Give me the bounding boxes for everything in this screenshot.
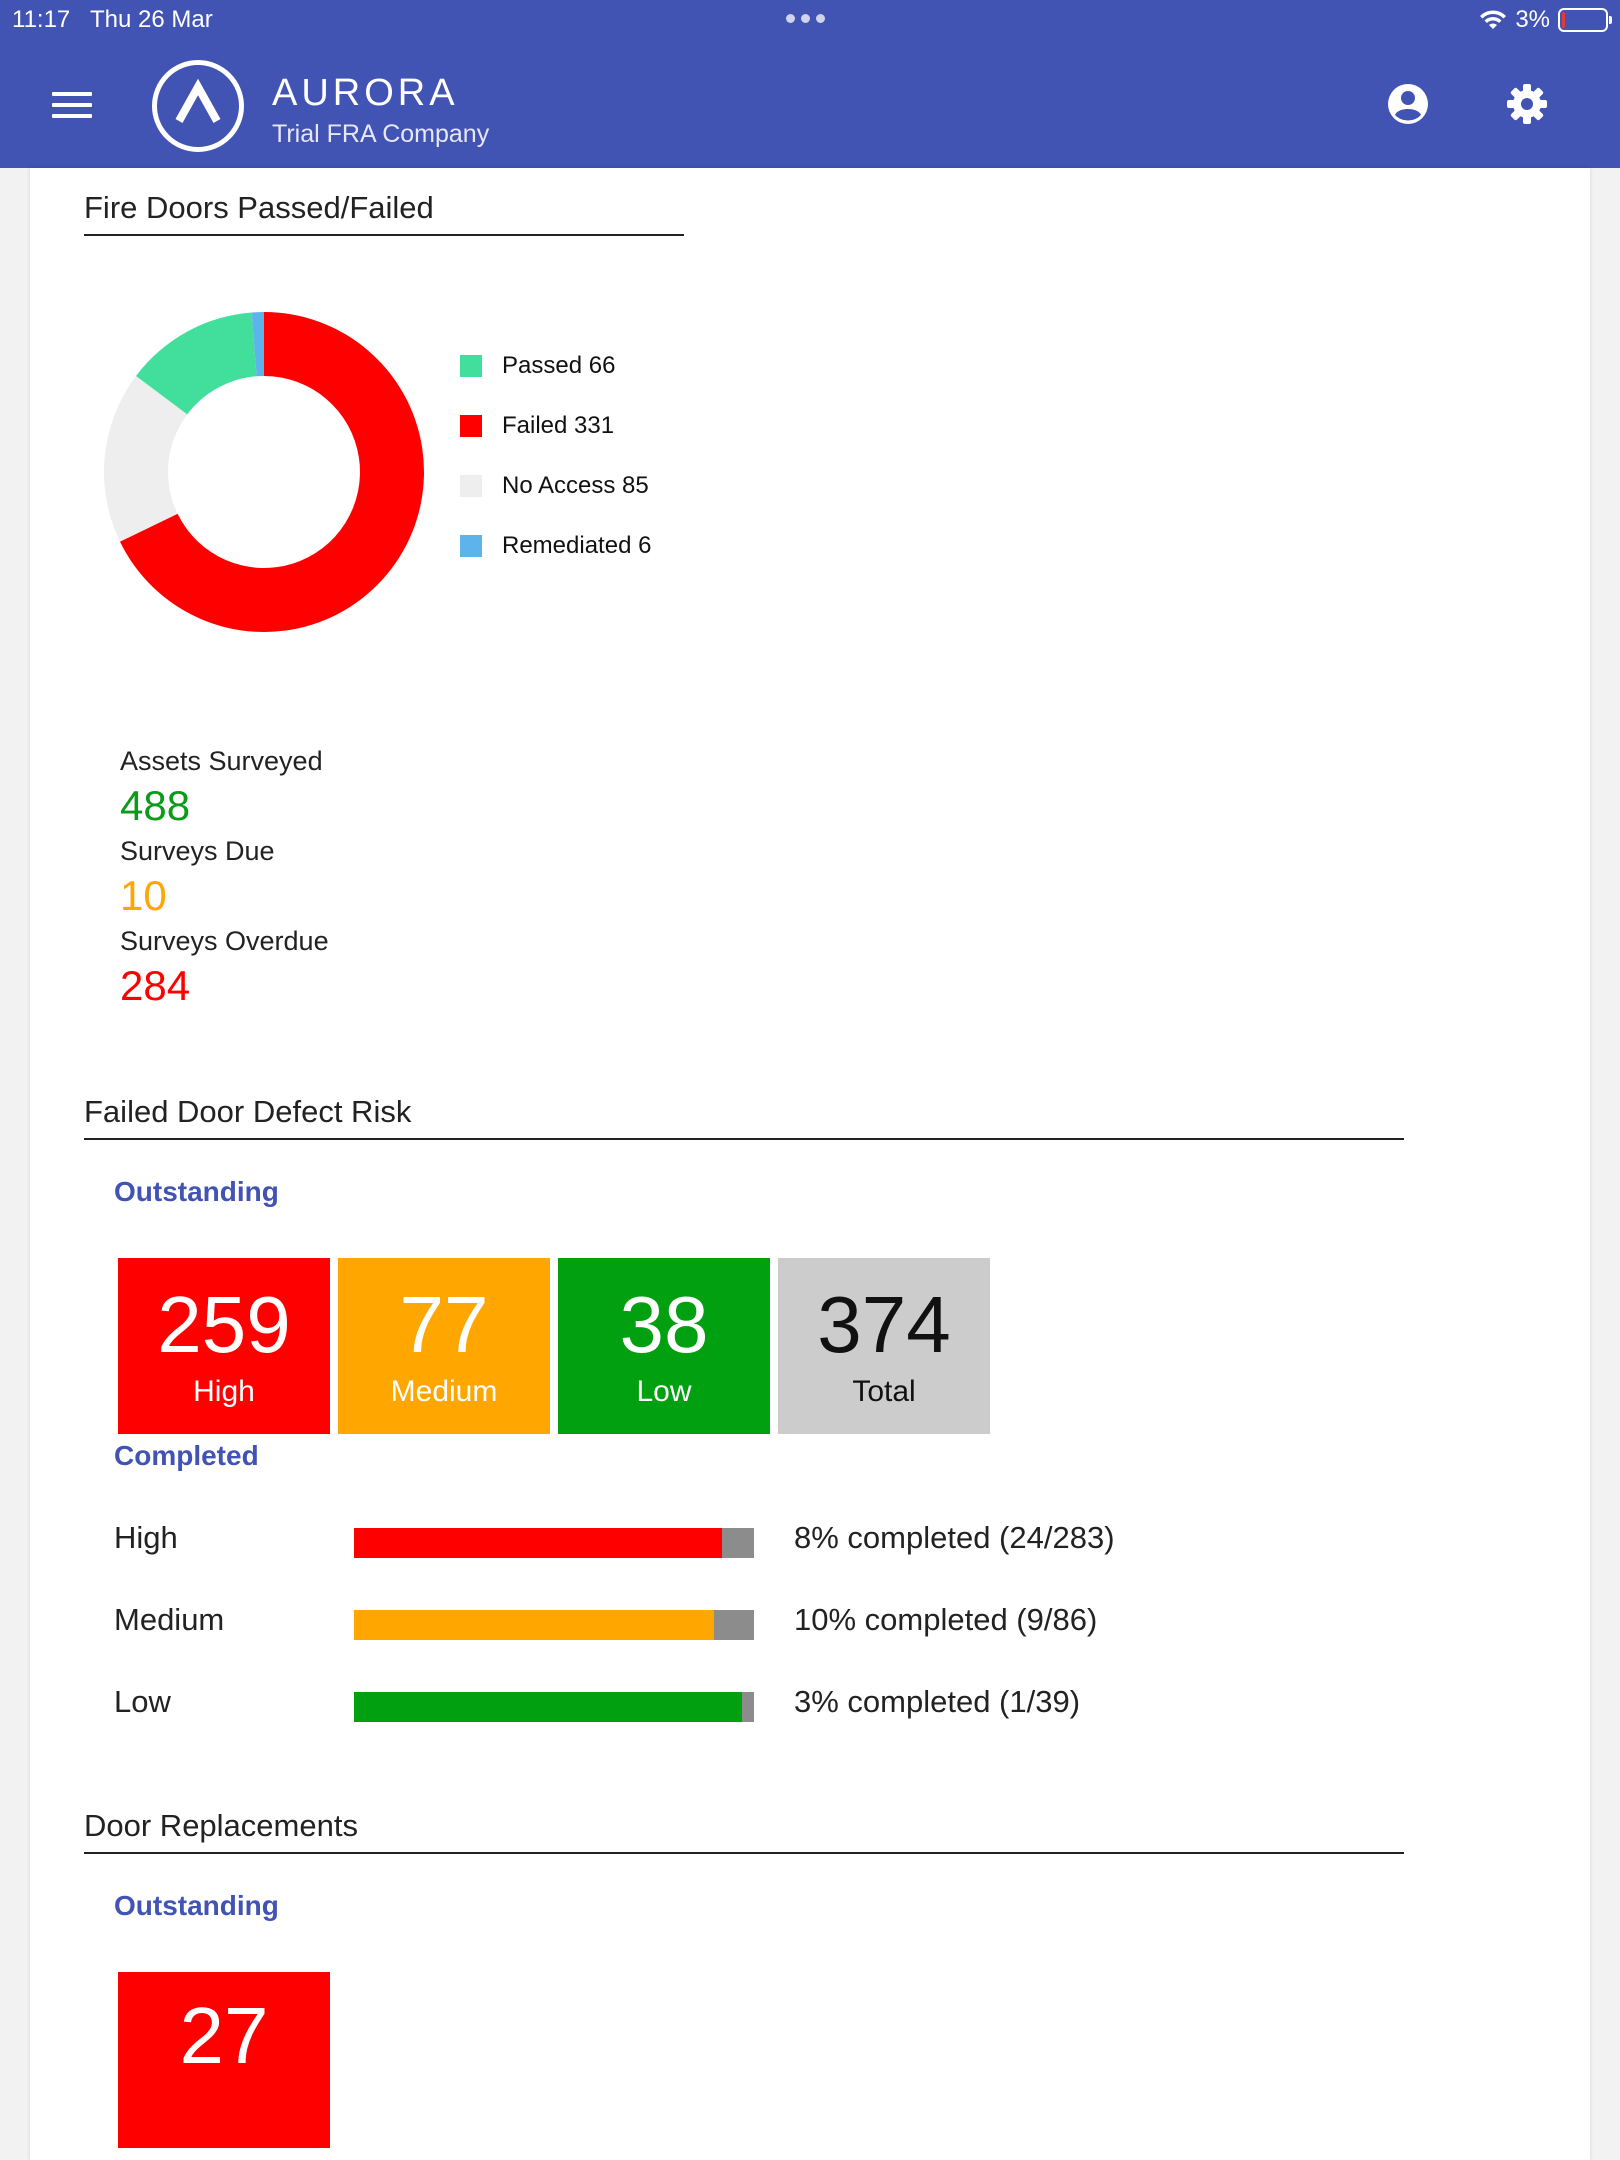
legend-item-remediated[interactable]: Remediated 6	[460, 516, 651, 576]
legend-swatch	[460, 535, 482, 557]
replacements-tile[interactable]: 27	[118, 1972, 330, 2148]
stat-label-assets-surveyed: Assets Surveyed	[120, 746, 323, 776]
donut-slice-no-access[interactable]	[103, 375, 188, 542]
progress-bar-fill	[354, 1692, 742, 1722]
donut-slice-failed[interactable]	[119, 312, 425, 632]
replacements-outstanding-heading: Outstanding	[114, 1890, 279, 1921]
outstanding-heading: Outstanding	[114, 1176, 279, 1207]
risk-tile-low[interactable]: 38 Low	[558, 1258, 770, 1434]
stat-label-surveys-overdue: Surveys Overdue	[120, 926, 329, 956]
stat-value-assets-surveyed: 488	[120, 782, 191, 829]
progress-bar	[354, 1692, 754, 1722]
company-name: Trial FRA Company	[272, 120, 490, 148]
progress-bar-remainder	[742, 1692, 754, 1722]
tile-number: 77	[399, 1280, 489, 1369]
legend-label: No Access 85	[502, 472, 649, 499]
dashboard-card	[30, 168, 1590, 2160]
tile-number: 374	[817, 1280, 951, 1369]
door-replacements-title: Door Replacements	[84, 1808, 1404, 1854]
progress-bar-fill	[354, 1610, 714, 1640]
defect-risk-title: Failed Door Defect Risk	[84, 1094, 1404, 1140]
multitasking-dots-icon[interactable]	[786, 14, 825, 23]
menu-icon[interactable]	[52, 92, 92, 118]
progress-bar-remainder	[722, 1528, 754, 1558]
gear-icon[interactable]	[1503, 80, 1551, 128]
legend-item-no-access[interactable]: No Access 85	[460, 456, 651, 516]
account-circle-icon[interactable]	[1384, 80, 1432, 128]
battery-percent: 3%	[1515, 6, 1550, 33]
row-label: Low	[114, 1684, 171, 1719]
tile-number: 259	[157, 1280, 291, 1369]
survey-stats: Assets Surveyed 488 Surveys Due 10 Surve…	[120, 740, 329, 1010]
legend-swatch	[460, 475, 482, 497]
legend-swatch	[460, 355, 482, 377]
risk-tile-total[interactable]: 374 Total	[778, 1258, 990, 1434]
status-time: 11:17	[12, 6, 71, 33]
row-completion-text: 10% completed (9/86)	[794, 1602, 1098, 1637]
progress-bar-remainder	[714, 1610, 754, 1640]
donut-slice-passed[interactable]	[136, 312, 257, 415]
brand-title: AURORA	[272, 72, 459, 114]
stat-value-surveys-overdue: 284	[120, 962, 191, 1009]
progress-bar	[354, 1528, 754, 1558]
completed-heading: Completed	[114, 1440, 259, 1471]
row-completion-text: 8% completed (24/283)	[794, 1520, 1115, 1555]
aurora-logo-icon	[152, 60, 244, 152]
row-label: Medium	[114, 1602, 225, 1637]
legend-swatch	[460, 415, 482, 437]
donut-slice-remediated[interactable]	[251, 312, 264, 377]
tile-label: Total	[852, 1375, 916, 1408]
tile-label: High	[193, 1375, 255, 1408]
tile-number: 27	[179, 1991, 269, 2080]
app-bar: 11:17 Thu 26 Mar 3% AURORA Trial FRA Com…	[0, 0, 1620, 168]
wifi-icon	[1480, 10, 1507, 29]
completion-row-high: High 8% completed (24/283)	[114, 1510, 1314, 1570]
risk-tile-medium[interactable]: 77 Medium	[338, 1258, 550, 1434]
tile-number: 38	[619, 1280, 709, 1369]
legend-item-passed[interactable]: Passed 66	[460, 336, 651, 396]
fire-doors-title: Fire Doors Passed/Failed	[84, 190, 684, 236]
row-label: High	[114, 1520, 178, 1555]
tile-label: Low	[636, 1375, 692, 1408]
fire-doors-legend: Passed 66 Failed 331 No Access 85 Remedi…	[460, 336, 651, 576]
risk-tile-high[interactable]: 259 High	[118, 1258, 330, 1434]
legend-label: Remediated 6	[502, 532, 652, 559]
progress-bar-fill	[354, 1528, 722, 1558]
legend-label: Failed 331	[502, 412, 615, 439]
stat-label-surveys-due: Surveys Due	[120, 836, 275, 866]
risk-tiles: 259 High 77 Medium 38 Low 374 Total	[118, 1258, 990, 1434]
stat-value-surveys-due: 10	[120, 872, 167, 919]
progress-bar	[354, 1610, 754, 1640]
status-bar: 11:17 Thu 26 Mar 3%	[0, 0, 1620, 40]
legend-item-failed[interactable]: Failed 331	[460, 396, 651, 456]
legend-label: Passed 66	[502, 352, 616, 379]
status-date: Thu 26 Mar	[90, 6, 213, 33]
battery-icon	[1558, 8, 1612, 32]
row-completion-text: 3% completed (1/39)	[794, 1684, 1081, 1719]
completion-row-low: Low 3% completed (1/39)	[114, 1674, 1314, 1734]
fire-doors-donut-chart	[103, 312, 425, 632]
tile-label: Medium	[390, 1375, 498, 1408]
status-right: 3%	[1479, 6, 1612, 34]
completion-row-medium: Medium 10% completed (9/86)	[114, 1592, 1314, 1652]
